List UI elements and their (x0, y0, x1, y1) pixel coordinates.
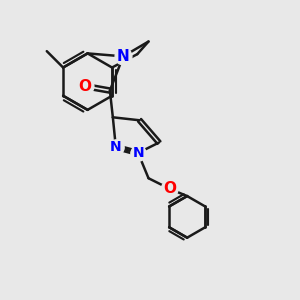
Text: N: N (117, 49, 130, 64)
Text: O: O (163, 181, 176, 196)
Text: O: O (78, 79, 91, 94)
Text: N: N (110, 140, 122, 154)
Text: N: N (132, 146, 144, 160)
